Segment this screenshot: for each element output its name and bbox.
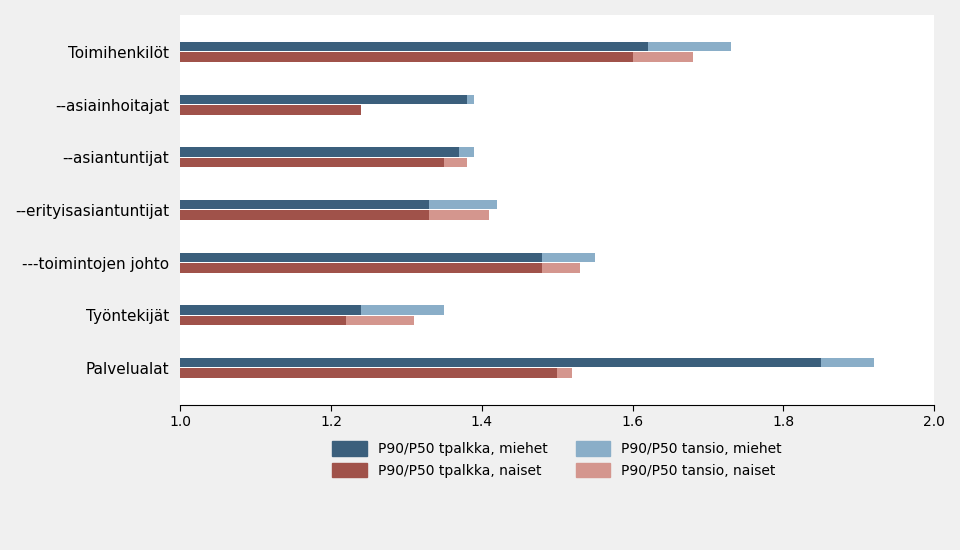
Bar xyxy=(361,305,444,315)
Bar xyxy=(444,158,467,167)
Bar xyxy=(180,358,821,367)
Bar xyxy=(648,42,731,51)
Bar xyxy=(180,158,444,167)
Bar xyxy=(429,211,490,220)
Bar xyxy=(180,42,648,51)
Bar xyxy=(180,305,361,315)
Bar xyxy=(467,95,474,104)
Bar xyxy=(557,368,572,378)
Bar xyxy=(346,316,414,325)
Bar xyxy=(821,358,874,367)
Bar xyxy=(180,368,557,378)
Bar xyxy=(180,200,429,210)
Bar xyxy=(180,105,361,114)
Bar xyxy=(180,263,542,273)
Bar xyxy=(180,95,467,104)
Bar xyxy=(542,252,595,262)
Bar xyxy=(633,52,693,62)
Bar xyxy=(542,263,580,273)
Bar xyxy=(180,52,633,62)
Bar xyxy=(180,316,346,325)
Legend: P90/P50 tpalkka, miehet, P90/P50 tpalkka, naiset, P90/P50 tansio, miehet, P90/P5: P90/P50 tpalkka, miehet, P90/P50 tpalkka… xyxy=(326,436,787,483)
Bar xyxy=(180,211,429,220)
Bar xyxy=(459,147,474,157)
Bar xyxy=(180,147,459,157)
Bar xyxy=(180,252,542,262)
Bar xyxy=(429,200,497,210)
